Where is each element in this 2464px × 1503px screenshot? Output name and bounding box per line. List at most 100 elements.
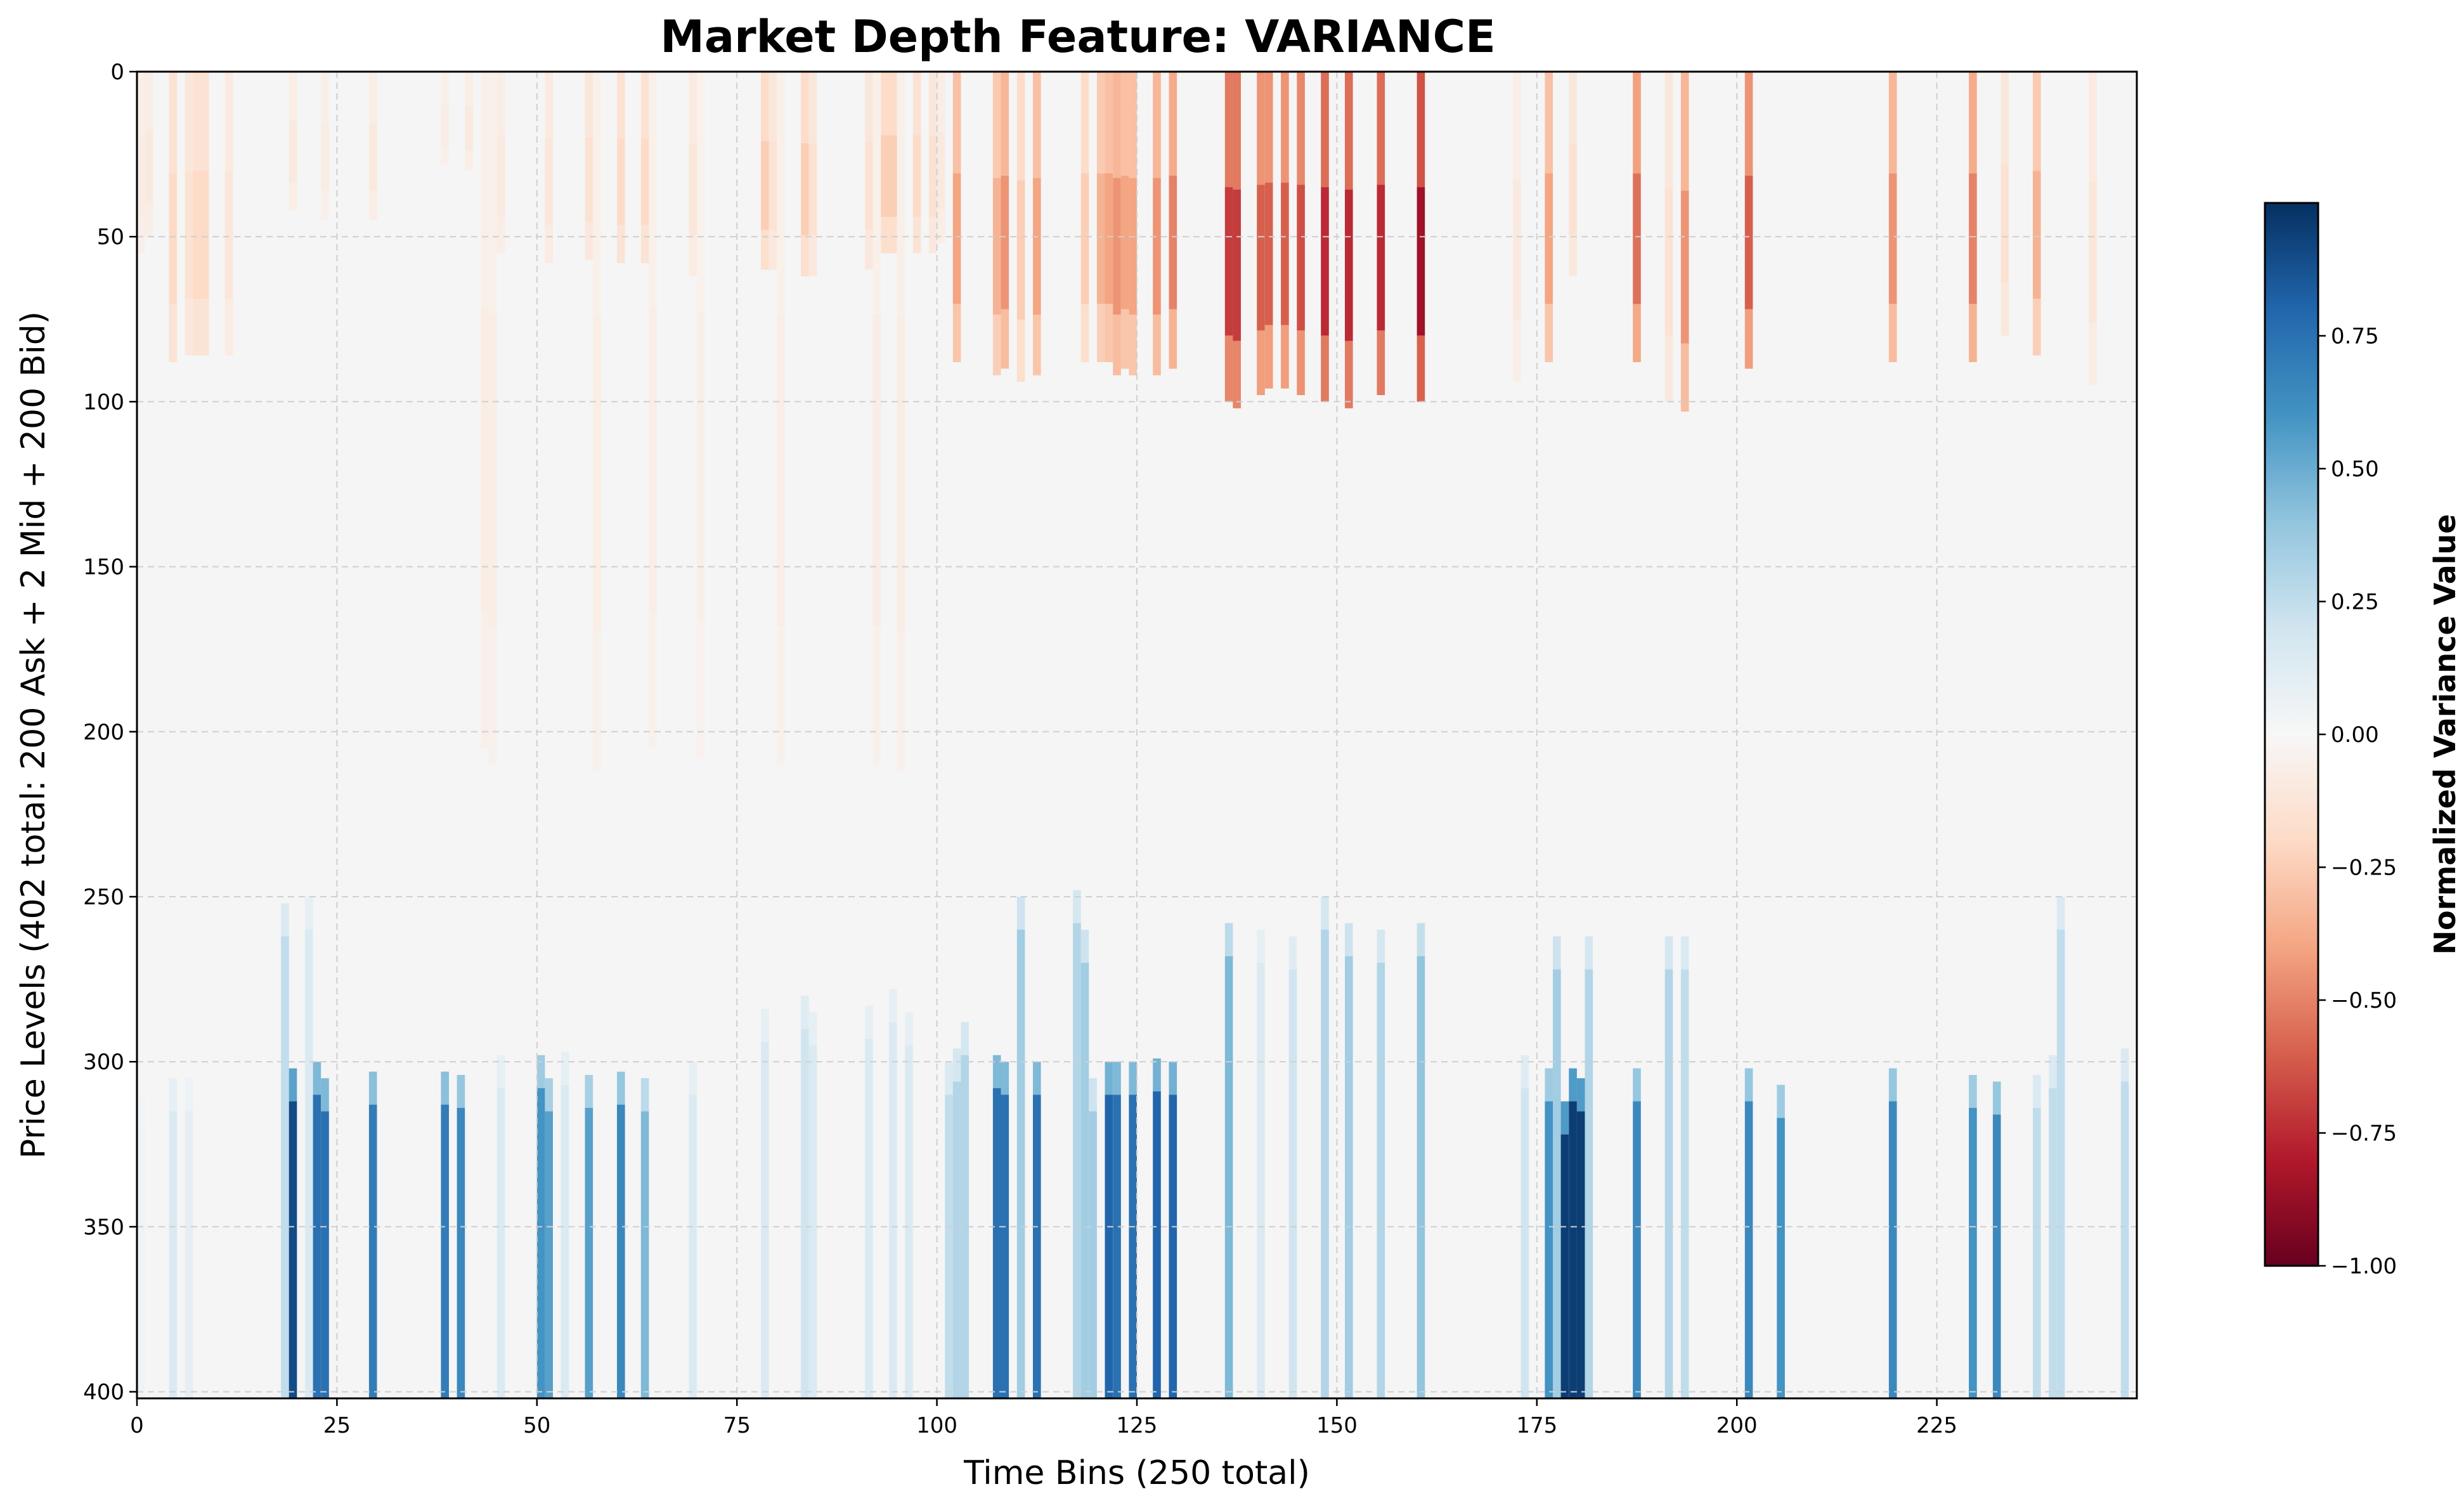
heatmap-cell xyxy=(585,1108,593,1398)
heatmap-cell xyxy=(761,1008,769,1042)
heatmap-cell xyxy=(689,72,697,143)
heatmap-cell xyxy=(441,1071,450,1105)
heatmap-cell xyxy=(937,209,945,244)
heatmap-cell xyxy=(1113,1095,1121,1398)
heatmap-cell xyxy=(169,72,178,174)
x-tick-label: 100 xyxy=(916,1413,957,1438)
y-axis-ticks: 0 50 100 150 200 250 300 350 400 xyxy=(83,60,137,1405)
heatmap-cell xyxy=(545,224,554,263)
heatmap-cell xyxy=(1264,182,1273,325)
heatmap-cell xyxy=(185,72,193,171)
heatmap-cell xyxy=(865,1038,873,1398)
heatmap-cell xyxy=(872,72,881,315)
heatmap-cell xyxy=(1129,178,1138,315)
heatmap-cell xyxy=(1224,923,1233,956)
heatmap-cell xyxy=(1264,72,1273,183)
heatmap-cell xyxy=(952,72,961,174)
heatmap-cell xyxy=(1120,175,1129,309)
heatmap-cell xyxy=(640,1111,649,1398)
heatmap-cell xyxy=(1521,1088,1529,1398)
heatmap-cell xyxy=(1153,315,1161,375)
heatmap-cell xyxy=(145,204,153,237)
heatmap-cell xyxy=(801,1029,809,1398)
colorbar-gradient-bar xyxy=(2264,202,2319,1267)
heatmap-cells xyxy=(137,72,2129,1398)
heatmap-cell xyxy=(1033,1095,1041,1398)
heatmap-cell xyxy=(1560,1101,1569,1135)
heatmap-cell xyxy=(1033,178,1041,315)
heatmap-cell xyxy=(321,72,329,124)
x-tick-label: 75 xyxy=(723,1413,751,1438)
heatmap-cell xyxy=(441,104,450,146)
heatmap-cell xyxy=(801,996,809,1029)
heatmap-cell xyxy=(289,120,297,183)
heatmap-cell xyxy=(1153,1091,1161,1398)
heatmap-cell xyxy=(1744,1101,1753,1398)
heatmap-cell xyxy=(593,631,601,772)
colorbar: 0.75 0.50 0.25 0.00 −0.25 −0.50 −0.75 −1.00 Nor… xyxy=(2264,202,2462,1279)
heatmap-cell xyxy=(289,1068,297,1102)
heatmap-cell xyxy=(1169,175,1177,309)
heatmap-cell xyxy=(992,72,1001,178)
heatmap-cell xyxy=(1297,185,1305,330)
heatmap-cell xyxy=(617,138,625,225)
heatmap-cell xyxy=(1744,175,1753,309)
heatmap-cell xyxy=(1585,969,1593,1398)
heatmap-cell xyxy=(2089,181,2097,323)
heatmap-cell xyxy=(617,224,625,263)
heatmap-cell xyxy=(888,989,897,1022)
heatmap-cell xyxy=(1001,175,1009,309)
heatmap-cell xyxy=(1664,187,1673,336)
heatmap-cell xyxy=(905,1012,913,1046)
heatmap-cell xyxy=(1281,72,1289,183)
heatmap-cell xyxy=(865,230,873,270)
heatmap-cell xyxy=(1345,189,1353,341)
heatmap-cell xyxy=(1888,304,1897,362)
x-tick-label: 175 xyxy=(1516,1413,1557,1438)
heatmap-cell xyxy=(1969,304,1977,362)
heatmap-cell xyxy=(1680,969,1689,1398)
heatmap-cell xyxy=(1281,182,1289,325)
heatmap-cell xyxy=(1001,1095,1009,1398)
heatmap-cell xyxy=(1633,1068,1641,1102)
heatmap-cell xyxy=(2033,72,2041,171)
heatmap-cell xyxy=(1321,187,1329,336)
heatmap-cell xyxy=(496,72,505,136)
heatmap-cell xyxy=(1153,178,1161,315)
heatmap-cell xyxy=(1233,341,1242,408)
heatmap-cell xyxy=(1129,315,1138,375)
heatmap-cell xyxy=(1080,173,1089,304)
heatmap-cell xyxy=(897,316,905,632)
heatmap-cell xyxy=(465,106,473,151)
colorbar-tick-label: 0.25 xyxy=(2331,590,2379,615)
heatmap-cell xyxy=(137,72,145,136)
heatmap-cell xyxy=(1777,1084,1785,1118)
heatmap-cell xyxy=(304,897,313,930)
heatmap-cell xyxy=(1744,309,1753,369)
heatmap-cell xyxy=(585,1075,593,1108)
heatmap-cell xyxy=(193,299,201,356)
heatmap-cell xyxy=(1001,72,1009,176)
heatmap-cell xyxy=(1633,173,1641,304)
heatmap-cell xyxy=(1545,173,1553,304)
heatmap-cell xyxy=(1545,304,1553,362)
heatmap-cell xyxy=(1080,304,1089,362)
heatmap-cell xyxy=(808,143,817,236)
heatmap-cell xyxy=(992,1088,1001,1398)
heatmap-cell xyxy=(881,217,889,254)
heatmap-cell xyxy=(649,72,658,309)
heatmap-cell xyxy=(1297,330,1305,395)
heatmap-cell xyxy=(1680,190,1689,344)
heatmap-cell xyxy=(281,903,289,937)
heatmap-cell xyxy=(1033,72,1041,178)
heatmap-cell xyxy=(2033,171,2041,299)
colorbar-tick-label: 0.50 xyxy=(2331,457,2379,482)
heatmap-cell xyxy=(992,315,1001,375)
heatmap-cell xyxy=(1553,969,1561,1398)
heatmap-cell xyxy=(1345,72,1353,190)
heatmap-cell xyxy=(777,314,785,627)
heatmap-cell xyxy=(1664,335,1673,402)
heatmap-cell xyxy=(888,72,897,136)
heatmap-cell xyxy=(640,72,649,139)
heatmap-cell xyxy=(1321,930,1329,1398)
